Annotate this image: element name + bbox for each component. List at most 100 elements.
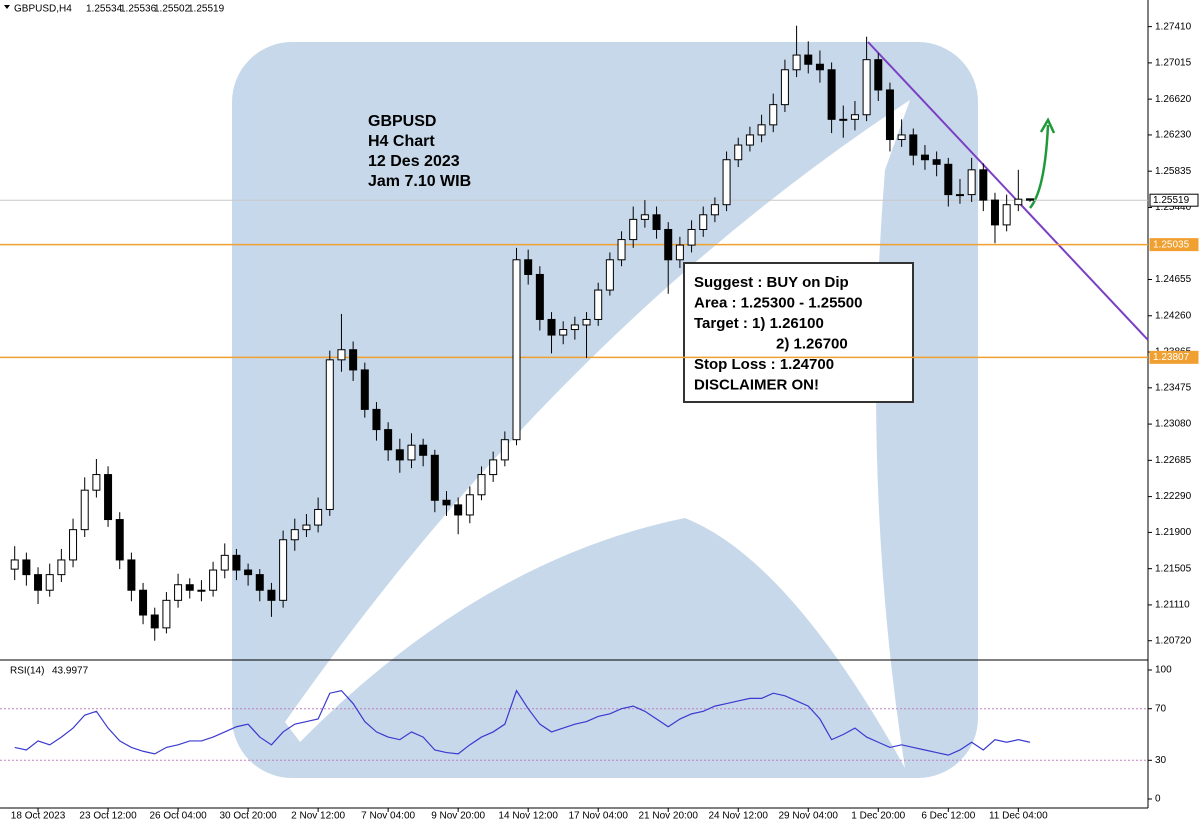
y-tick-label: 1.27410 (1155, 21, 1192, 32)
x-tick-label: 17 Nov 04:00 (568, 811, 628, 822)
suggestion-line: Suggest : BUY on Dip (694, 274, 849, 291)
candle-body (734, 144, 743, 161)
candle-body (850, 114, 859, 120)
y-tick-label: 1.22290 (1155, 491, 1192, 502)
price-label: 1.23807 (1153, 352, 1190, 363)
y-tick-label: 1.21505 (1155, 563, 1192, 574)
candle-body (10, 559, 19, 570)
candle-body (80, 489, 89, 531)
candle-body (174, 584, 183, 601)
candle-body (769, 104, 778, 126)
indicator-name: RSI(14) (10, 666, 44, 677)
candle-body (909, 134, 918, 156)
menu-arrow (4, 5, 10, 9)
x-tick-label: 7 Nov 04:00 (361, 811, 415, 822)
y-tick-label: 1.23080 (1155, 419, 1192, 430)
x-tick-label: 9 Nov 20:00 (431, 811, 485, 822)
candle-body (979, 169, 988, 201)
x-tick-label: 23 Oct 12:00 (79, 811, 137, 822)
ohlc-value: 1.25534 (86, 4, 123, 15)
candle-body (267, 589, 276, 601)
annotation-line: Jam 7.10 WIB (368, 173, 471, 190)
candle-body (162, 599, 171, 629)
candle-body (792, 54, 801, 71)
ohlc-value: 1.25519 (188, 4, 225, 15)
suggestion-line: Area : 1.25300 - 1.25500 (694, 294, 862, 311)
suggestion-box (683, 262, 914, 403)
candle-body (454, 504, 463, 516)
candle-body (372, 408, 381, 431)
x-tick-label: 24 Nov 12:00 (708, 811, 768, 822)
y-tick-label: 1.21900 (1155, 527, 1192, 538)
candle-body (185, 584, 194, 591)
candle-body (862, 59, 871, 116)
candle-body (570, 324, 579, 331)
candle-body (220, 554, 229, 571)
indicator-line (14, 689, 1031, 756)
candle-body (45, 574, 54, 591)
candle-body (757, 124, 766, 136)
candle-body (710, 204, 719, 216)
candle-body (699, 214, 708, 230)
suggestion-line: DISCLAIMER ON! (694, 376, 819, 393)
x-tick-label: 30 Oct 20:00 (219, 811, 277, 822)
candle-body (360, 369, 369, 410)
candle-body (897, 134, 906, 141)
x-tick-label: 26 Oct 04:00 (149, 811, 207, 822)
candle-body (139, 589, 148, 616)
candle-body (687, 228, 696, 246)
candle-body (127, 559, 136, 591)
y-tick-label: 70 (1155, 703, 1167, 714)
y-tick-label: 1.27015 (1155, 58, 1192, 69)
candle-body (535, 273, 544, 320)
candle-body (1014, 198, 1023, 206)
y-tick-label: 1.24655 (1155, 274, 1192, 285)
y-tick-label: 1.21110 (1155, 600, 1190, 611)
candle-body (1002, 204, 1011, 226)
y-tick-label: 1.22685 (1155, 455, 1192, 466)
x-tick-label: 11 Dec 04:00 (989, 811, 1048, 822)
candle-body (944, 163, 953, 196)
y-tick-label: 1.26620 (1155, 94, 1192, 105)
candle-body (57, 559, 66, 576)
candle-body (932, 159, 941, 165)
ohlc-value: 1.25502 (154, 4, 191, 15)
x-tick-label: 14 Nov 12:00 (498, 811, 558, 822)
suggestion-line: Stop Loss : 1.24700 (694, 356, 834, 373)
candle-body (512, 259, 521, 441)
y-tick-label: 1.20720 (1155, 635, 1192, 646)
up-arrow-head (1039, 117, 1056, 134)
candle-body (955, 194, 964, 197)
candle-body (827, 69, 836, 120)
price-label: 1.25035 (1153, 239, 1190, 250)
annotation-line: H4 Chart (368, 133, 435, 150)
candle-body (477, 474, 486, 496)
candle-body (547, 318, 556, 336)
candle-body (582, 318, 591, 326)
y-tick-label: 1.25835 (1155, 166, 1192, 177)
candle-body (652, 214, 661, 230)
price-label-box (1149, 238, 1199, 252)
candle-body (232, 554, 241, 571)
candle-body (244, 569, 253, 576)
candle-body (815, 63, 824, 71)
candle-body (675, 244, 684, 261)
x-tick-label: 18 Oct 2023 (11, 811, 66, 822)
candle-body (605, 259, 614, 291)
candle-body (337, 349, 346, 361)
candle-body (874, 59, 883, 91)
candle-body (197, 589, 206, 592)
candle-body (629, 218, 638, 241)
symbol: GBPUSD,H4 (14, 4, 72, 15)
candle-body (92, 474, 101, 491)
price-label: 1.25519 (1153, 195, 1190, 206)
candle-body (804, 54, 813, 65)
candle-body (34, 574, 43, 591)
candle-body (255, 574, 264, 591)
candle-body (559, 329, 568, 336)
candle-body (839, 118, 848, 121)
x-tick-label: 29 Nov 04:00 (779, 811, 839, 822)
annotation-line: 12 Des 2023 (368, 153, 460, 170)
candle-body (617, 239, 626, 261)
